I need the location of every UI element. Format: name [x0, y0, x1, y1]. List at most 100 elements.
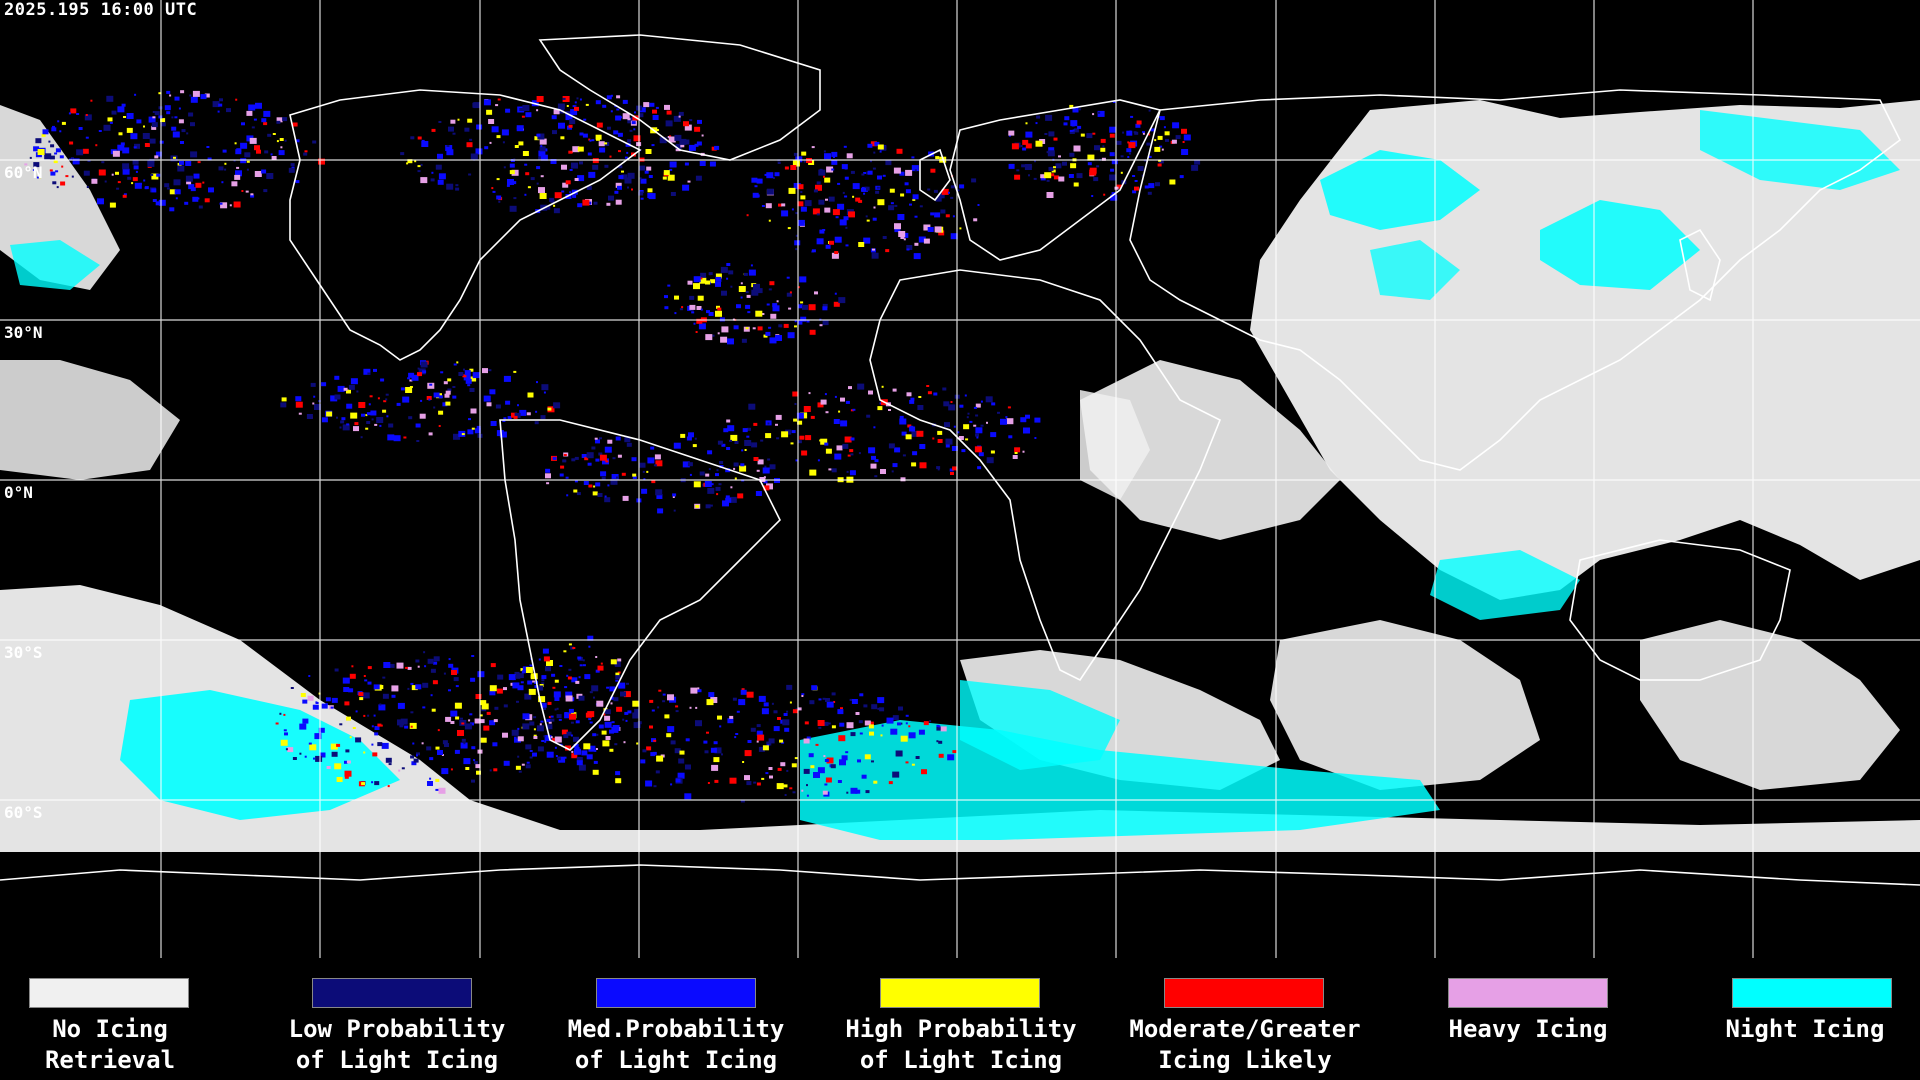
icing-speckle [503, 375, 511, 382]
icing-speckle [465, 767, 470, 770]
icing-speckle [870, 160, 872, 163]
icing-speckle [109, 202, 116, 208]
icing-speckle [715, 273, 722, 279]
icing-speckle [911, 165, 919, 172]
icing-speckle [658, 689, 662, 692]
icing-speckle [930, 212, 935, 216]
icing-speckle [87, 159, 91, 162]
icing-speckle [617, 658, 622, 662]
icing-speckle [859, 732, 863, 735]
icing-speckle [475, 148, 483, 155]
icing-speckle [790, 442, 794, 445]
icing-speckle [612, 725, 620, 731]
icing-speckle [971, 178, 977, 183]
icing-speckle [693, 322, 696, 325]
icing-speckle [1103, 193, 1106, 196]
icing-speckle [849, 698, 853, 701]
icing-speckle [539, 146, 546, 152]
coast-asia [1129, 89, 1902, 471]
icing-speckle [117, 144, 125, 151]
icing-speckle [134, 182, 142, 189]
coast-greenland [538, 34, 821, 161]
icing-speckle [1068, 174, 1074, 178]
icing-speckle [588, 718, 592, 721]
icing-speckle [1024, 164, 1032, 170]
icing-speckle [618, 150, 621, 153]
icing-speckle [596, 733, 599, 736]
icing-speckle [1033, 177, 1037, 180]
icing-speckle [410, 725, 413, 728]
icing-speckle [589, 691, 593, 694]
icing-speckle [828, 468, 832, 471]
lat-label-60n: 60°N [4, 163, 43, 182]
icing-speckle [725, 468, 731, 473]
icing-speckle [122, 147, 130, 154]
icing-speckle [869, 721, 874, 725]
icing-speckle [545, 468, 551, 473]
icing-speckle [823, 175, 825, 178]
icing-speckle [298, 412, 302, 415]
icing-speckle [604, 497, 611, 503]
icing-speckle [336, 743, 341, 747]
icing-speckle [473, 761, 478, 765]
coast-uk [919, 148, 951, 202]
icing-speckle [1070, 120, 1078, 127]
coast-australia [1569, 539, 1791, 681]
icing-speckle [795, 459, 799, 462]
icing-speckle [261, 118, 267, 123]
icing-speckle [404, 725, 409, 729]
icing-speckle [133, 165, 139, 170]
icing-speckle [548, 721, 552, 724]
icing-speckle [751, 442, 758, 448]
icing-speckle [696, 141, 702, 146]
icing-speckle [122, 168, 130, 175]
icing-speckle [799, 435, 805, 440]
icing-speckle [1102, 145, 1105, 148]
icing-speckle [430, 668, 436, 673]
icing-speckle [426, 746, 432, 751]
icing-speckle [732, 697, 737, 701]
icing-speckle [633, 128, 636, 131]
icing-speckle [737, 493, 744, 499]
icing-speckle [927, 227, 934, 232]
icing-speckle [188, 112, 194, 117]
icing-speckle [838, 735, 846, 742]
icing-speckle [587, 711, 595, 718]
icing-speckle [863, 237, 871, 244]
icing-speckle [813, 772, 820, 778]
icing-speckle [1091, 195, 1094, 197]
icing-speckle [937, 439, 943, 443]
icing-speckle [550, 736, 553, 739]
icing-speckle [148, 116, 156, 123]
icing-speckle [554, 746, 557, 749]
icing-speckle [604, 715, 611, 721]
icing-speckle [769, 464, 776, 470]
icing-speckle [777, 767, 782, 771]
icing-speckle [822, 229, 826, 231]
icing-speckle [910, 425, 914, 428]
icing-speckle [506, 184, 510, 187]
icing-speckle [507, 179, 514, 185]
icing-speckle [556, 707, 559, 710]
icing-speckle [496, 688, 503, 694]
icing-speckle [728, 270, 734, 275]
icing-speckle [1132, 175, 1136, 177]
icing-speckle [561, 190, 565, 193]
icing-speckle [617, 671, 621, 674]
icing-speckle [831, 692, 836, 696]
icing-speckle [796, 412, 804, 419]
icing-speckle [1016, 169, 1020, 172]
icing-speckle [706, 310, 710, 314]
icing-speckle [568, 708, 574, 713]
icing-speckle [1008, 163, 1015, 169]
icing-speckle [573, 489, 578, 493]
icing-speckle [33, 146, 40, 152]
icing-speckle [610, 659, 617, 665]
icing-speckle [690, 687, 698, 694]
icing-speckle [863, 172, 867, 174]
icing-speckle [433, 406, 436, 409]
icing-speckle [174, 116, 178, 119]
icing-speckle [1148, 183, 1155, 189]
icing-speckle [588, 138, 591, 141]
icing-speckle [781, 210, 789, 217]
